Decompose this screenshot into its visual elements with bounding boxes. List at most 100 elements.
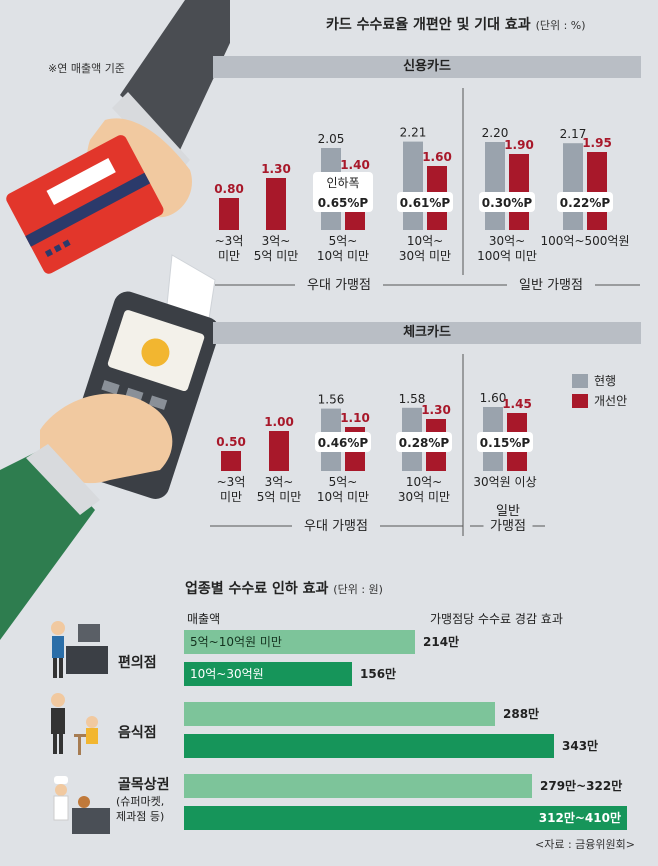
legend-current: 현행 (572, 372, 616, 389)
legend-improved: 개선안 (572, 392, 627, 409)
industry-name: 음식점 (118, 725, 157, 741)
bar-current (563, 143, 583, 230)
reduction-box (557, 192, 613, 212)
category-label: 3억~ (262, 234, 291, 248)
credit-card-icon (6, 135, 164, 274)
value-label-improved: 1.10 (340, 411, 370, 425)
industry-subtitle: (슈퍼마켓, (116, 795, 165, 808)
group-label-bg (507, 277, 595, 292)
group-label: 일반 (496, 504, 520, 519)
industry-title: 업종별 수수료 인하 효과 (단위 : 원) (185, 578, 383, 598)
value-label-improved: 0.50 (216, 435, 246, 449)
value-label-improved: 1.30 (261, 162, 291, 176)
value-label-improved: 1.95 (582, 136, 612, 150)
sleeve-upper (120, 0, 230, 150)
category-label: 5억~ (329, 475, 358, 489)
category-label: 30억원 이상 (473, 475, 536, 489)
value-label-improved: 0.80 (214, 182, 244, 196)
group-label-bg (490, 503, 526, 518)
bar-current (403, 141, 423, 230)
bar-improved (266, 178, 286, 230)
reduction-box (315, 432, 371, 452)
category-label: 30억~ (489, 234, 525, 248)
category-label: 5억 미만 (257, 490, 302, 504)
industry-subtitle: 제과점 등) (116, 810, 165, 823)
industry-name: 골목상권 (118, 777, 170, 793)
reduction-label: 0.15%P (480, 436, 531, 450)
group-label-bg (483, 518, 533, 533)
main-title-text: 카드 수수료율 개편안 및 기대 효과 (326, 17, 531, 33)
industry-bar (184, 734, 554, 758)
hand-lower (40, 393, 173, 484)
category-label: 미만 (218, 249, 240, 263)
reduction-box (477, 432, 533, 452)
category-label: 미만 (220, 490, 242, 504)
value-label-current: 1.58 (399, 392, 426, 406)
check-band: 체크카드 (213, 322, 641, 344)
revenue-note: ※연 매출액 기준 (48, 62, 125, 75)
reduction-label: 0.22%P (560, 196, 611, 210)
bar-improved (221, 451, 241, 471)
group-label: 우대 가맹점 (307, 278, 371, 293)
value-label-improved: 1.40 (340, 158, 370, 172)
main-title: 카드 수수료율 개편안 및 기대 효과 (단위 : %) (326, 14, 586, 34)
value-label-current: 1.56 (318, 393, 345, 407)
value-label-improved: 1.90 (504, 138, 534, 152)
bakery-icon (53, 776, 110, 834)
restaurant-icon (51, 693, 98, 755)
industry-bar-value: 343만 (562, 739, 599, 753)
main-unit: (단위 : %) (535, 19, 586, 32)
bar-improved (269, 431, 289, 471)
reduction-label: 0.28%P (399, 436, 450, 450)
illustration (0, 0, 230, 640)
industry-bar-value: 214만 (423, 635, 460, 649)
value-label-current: 2.20 (482, 126, 509, 140)
category-label: 10억 미만 (317, 490, 369, 504)
category-label: 100억~500억원 (541, 234, 630, 248)
reduction-box (479, 192, 535, 212)
category-label: 3억~ (265, 475, 294, 489)
industry-bar-label: 10억~30억원 (190, 667, 264, 681)
group-label-bg (292, 518, 380, 533)
industry-bar-value: 156만 (360, 667, 397, 681)
reduction-prefix: 인하폭 (326, 176, 359, 190)
value-label-improved: 1.00 (264, 415, 294, 429)
value-label-improved: 1.45 (502, 397, 532, 411)
industry-bar-value: 288만 (503, 707, 540, 721)
legend-current-swatch (572, 373, 588, 388)
reduction-label: 0.30%P (482, 196, 533, 210)
bar-improved (587, 152, 607, 230)
legend-improved-swatch (572, 393, 588, 408)
industry-bar-label: 5억~10억원 미만 (190, 635, 282, 649)
reduction-label: 0.61%P (400, 196, 451, 210)
value-label-current: 2.17 (560, 127, 587, 141)
reduction-box (397, 192, 453, 212)
group-label: 가맹점 (490, 519, 526, 534)
category-label: 30억 미만 (398, 490, 450, 504)
industry-bar (184, 702, 495, 726)
industry-bar (184, 630, 415, 654)
category-label: 30억 미만 (399, 249, 451, 263)
industry-title-text: 업종별 수수료 인하 효과 (185, 581, 329, 597)
col-left-label: 매출액 (187, 612, 221, 626)
group-label: 우대 가맹점 (304, 519, 368, 534)
category-label: 5억 미만 (254, 249, 299, 263)
source-note: <자료 : 금융위원회> (535, 838, 635, 851)
industry-name: 편의점 (118, 655, 157, 671)
category-label: 10억~ (407, 234, 443, 248)
category-label: ~3억 (217, 475, 246, 489)
convenience-store-icon (51, 621, 108, 678)
category-label: ~3억 (215, 234, 244, 248)
category-label: 100억 미만 (477, 249, 537, 263)
value-label-improved: 1.60 (422, 150, 452, 164)
industry-bar (184, 774, 532, 798)
value-label-current: 2.05 (318, 132, 345, 146)
industry-unit: (단위 : 원) (333, 583, 383, 596)
col-right-label: 가맹점당 수수료 경감 효과 (430, 612, 563, 626)
reduction-box (313, 172, 373, 212)
value-label-improved: 1.30 (421, 403, 451, 417)
credit-band: 신용카드 (213, 56, 641, 78)
value-label-current: 1.60 (480, 391, 507, 405)
